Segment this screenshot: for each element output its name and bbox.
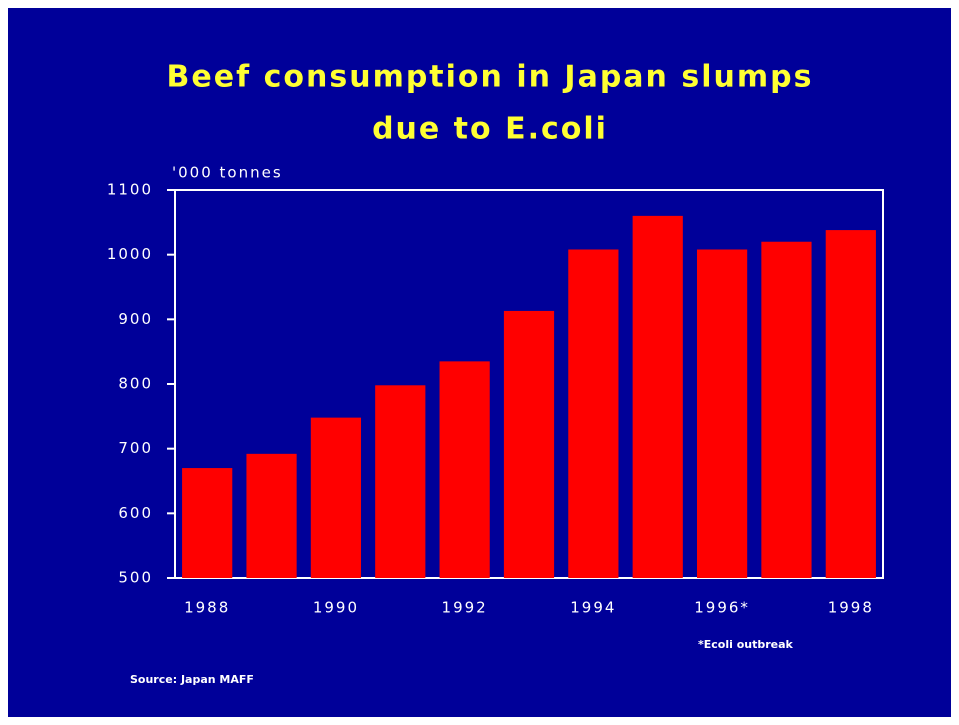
y-tick-label: 500 <box>118 569 153 587</box>
bar <box>310 417 362 578</box>
y-tick-label: 1100 <box>107 181 153 199</box>
x-tick-label: 1996* <box>694 599 750 617</box>
bar <box>632 215 683 578</box>
bar <box>503 310 555 578</box>
x-tick-label: 1998 <box>828 599 874 617</box>
x-tick-label: 1988 <box>184 599 230 617</box>
x-tick-label: 1990 <box>313 599 359 617</box>
bar <box>825 230 876 579</box>
chart-title: due to E.coli <box>372 112 608 147</box>
y-tick-label: 800 <box>118 375 153 393</box>
bar <box>182 468 233 578</box>
y-tick-label: 700 <box>118 439 153 457</box>
bar <box>761 241 812 578</box>
bar <box>375 385 426 578</box>
footnote: *Ecoli outbreak <box>698 638 794 651</box>
bar <box>439 361 490 578</box>
y-axis-label: '000 tonnes <box>172 164 283 182</box>
bar <box>568 249 619 578</box>
bar <box>696 249 748 578</box>
bar <box>246 453 297 578</box>
chart-title: Beef consumption in Japan slumps <box>167 60 814 95</box>
y-tick-label: 600 <box>118 504 153 522</box>
y-tick-label: 900 <box>118 310 153 328</box>
y-tick-label: 1000 <box>107 245 153 263</box>
source: Source: Japan MAFF <box>130 673 254 686</box>
x-tick-label: 1994 <box>570 599 616 617</box>
x-tick-label: 1992 <box>442 599 488 617</box>
